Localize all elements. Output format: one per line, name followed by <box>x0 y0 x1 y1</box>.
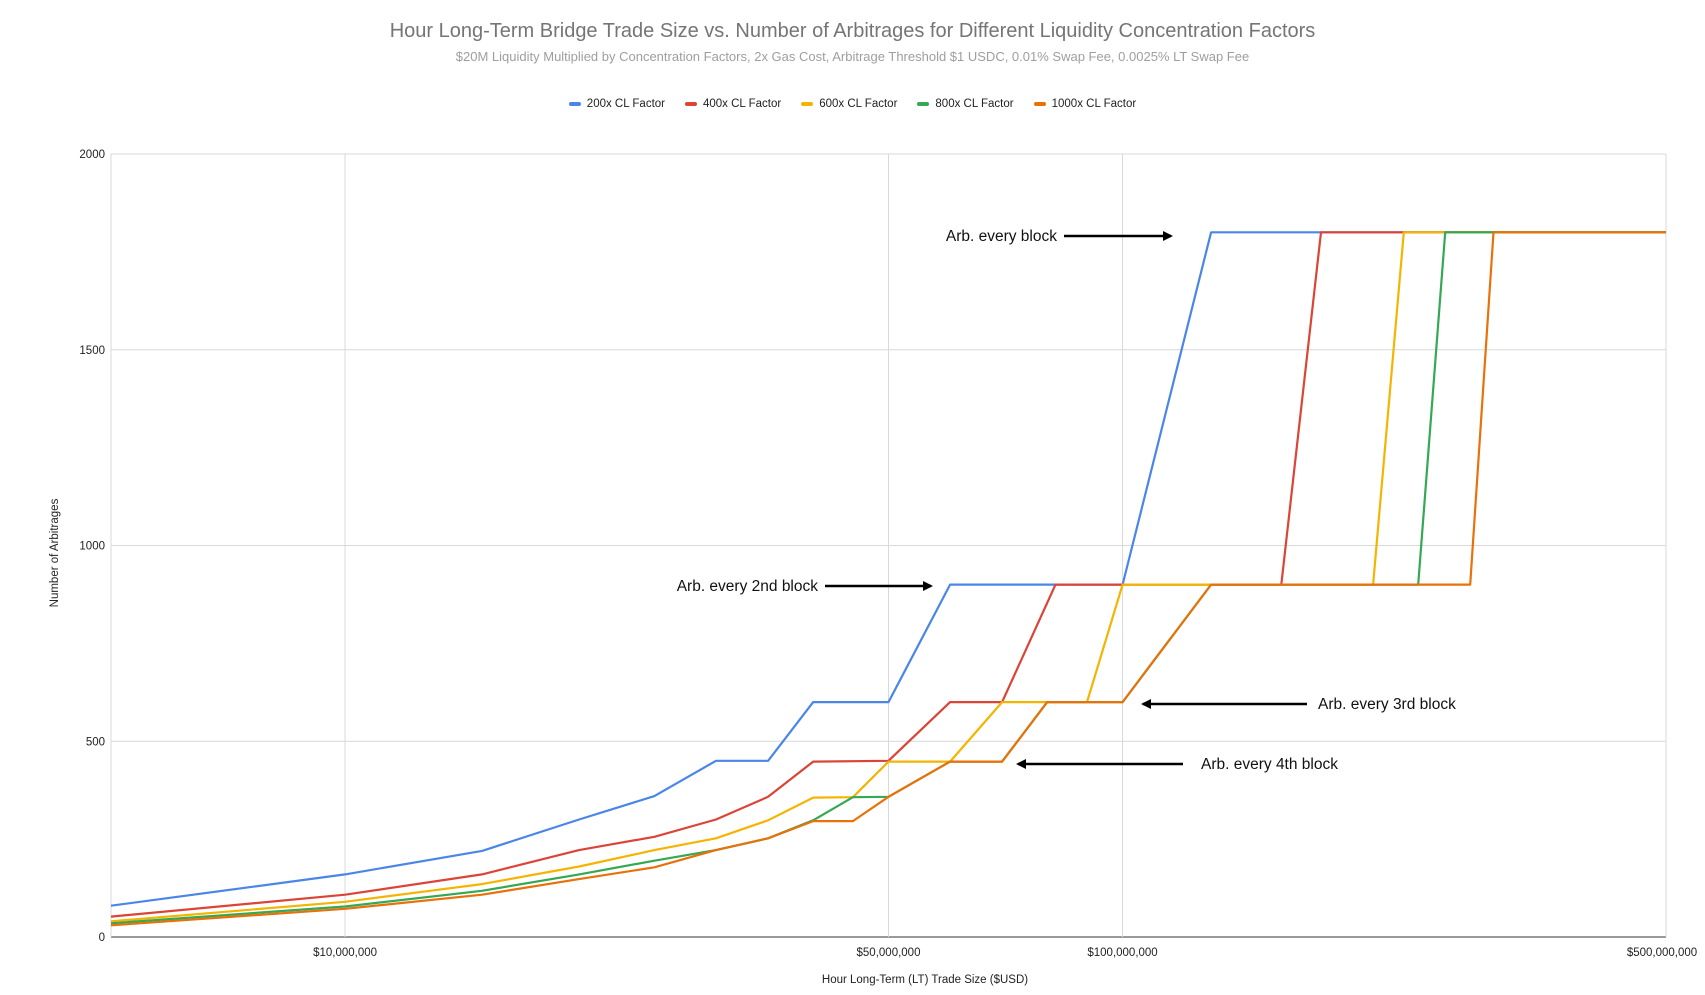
series-line-4 <box>110 231 1666 927</box>
legend-label: 400x CL Factor <box>703 98 782 110</box>
legend-label: 800x CL Factor <box>935 98 1014 110</box>
chart-title: Hour Long-Term Bridge Trade Size vs. Num… <box>389 20 1316 42</box>
chart-subtitle: $20M Liquidity Multiplied by Concentrati… <box>455 49 1250 64</box>
annotation-text: Arb. every block <box>946 228 1057 245</box>
y-tick-label: 500 <box>86 736 105 748</box>
legend: 200x CL Factor 400x CL Factor 600x CL Fa… <box>0 98 1705 110</box>
legend-item-1000x[interactable]: 1000x CL Factor <box>1033 98 1137 110</box>
y-axis-label: Number of Arbitrages <box>49 498 61 607</box>
x-tick-label: $500,000,000 <box>1627 947 1697 959</box>
annotation-text: Arb. every 3rd block <box>1318 696 1456 713</box>
legend-item-200x[interactable]: 200x CL Factor <box>568 98 665 110</box>
legend-label: 200x CL Factor <box>586 98 665 110</box>
legend-item-600x[interactable]: 600x CL Factor <box>801 98 897 110</box>
legend-swatch <box>801 102 814 106</box>
legend-item-800x[interactable]: 800x CL Factor <box>917 98 1014 110</box>
legend-item-400x[interactable]: 400x CL Factor <box>685 98 781 110</box>
legend-label: 1000x CL Factor <box>1051 98 1137 110</box>
x-tick-label: $10,000,000 <box>313 947 377 959</box>
legend-label: 600x CL Factor <box>819 98 898 110</box>
y-tick-label: 0 <box>99 932 105 944</box>
legend-swatch <box>1033 102 1046 106</box>
legend-swatch <box>917 102 930 106</box>
annotation-text: Arb. every 2nd block <box>677 578 819 595</box>
y-tick-label: 1000 <box>79 541 105 553</box>
x-axis-label: Hour Long-Term (LT) Trade Size ($USD) <box>822 974 1028 986</box>
annotation-text: Arb. every 4th block <box>1201 756 1338 773</box>
legend-swatch <box>568 102 581 106</box>
x-tick-label: $100,000,000 <box>1087 947 1157 959</box>
y-tick-label: 1500 <box>79 345 105 357</box>
legend-swatch <box>685 102 697 106</box>
x-tick-label: $50,000,000 <box>857 947 921 959</box>
y-tick-label: 2000 <box>79 149 105 161</box>
